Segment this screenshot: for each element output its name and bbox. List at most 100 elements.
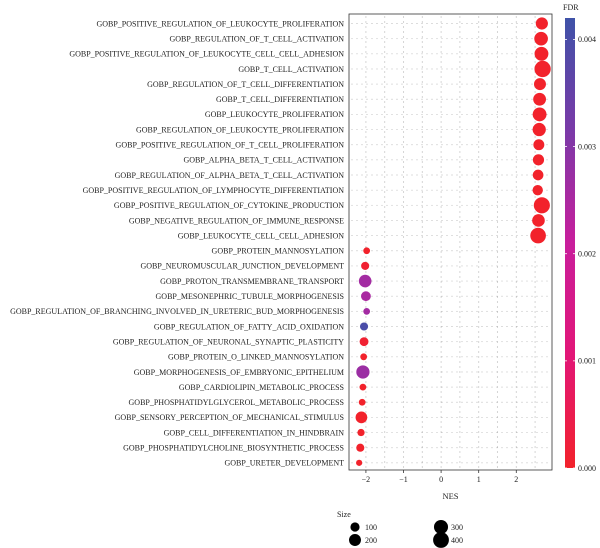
grid-dot — [516, 144, 518, 146]
grid-dot — [441, 371, 443, 373]
grid-dot — [451, 386, 453, 388]
grid-dot — [411, 416, 413, 418]
x-tick-label: 0 — [439, 475, 443, 484]
grid-dot — [440, 26, 442, 28]
grid-dot — [459, 306, 461, 308]
grid-dot — [481, 341, 483, 343]
grid-dot — [401, 144, 403, 146]
grid-dot — [365, 456, 367, 458]
grid-dot — [511, 447, 513, 449]
grid-dot — [376, 204, 378, 206]
grid-dot — [351, 326, 353, 327]
grid-dot — [351, 204, 353, 206]
grid-dot — [496, 141, 499, 143]
grid-dot — [506, 235, 508, 237]
grid-dot — [541, 401, 543, 403]
grid-dot — [534, 461, 536, 463]
grid-dot — [446, 462, 448, 464]
grid-dot — [406, 326, 408, 327]
grid-dot — [406, 38, 408, 40]
grid-dot — [534, 441, 536, 443]
grid-dot — [384, 71, 386, 73]
grid-dot — [396, 265, 398, 267]
grid-dot — [366, 129, 368, 130]
grid-dot — [516, 174, 518, 176]
grid-dot — [471, 220, 473, 221]
grid-dot — [381, 68, 383, 70]
category-label: GOBP_NEGATIVE_REGULATION_OF_IMMUNE_RESPO… — [129, 216, 344, 225]
grid-dot — [481, 53, 483, 55]
grid-dot — [406, 129, 408, 130]
grid-dot — [476, 371, 478, 373]
grid-dot — [421, 21, 423, 23]
grid-dot — [421, 91, 423, 93]
grid-dot — [536, 356, 538, 358]
grid-dot — [486, 371, 488, 373]
grid-dot — [521, 280, 523, 282]
grid-dot — [471, 38, 473, 40]
grid-dot — [421, 26, 423, 28]
grid-dot — [365, 51, 367, 53]
grid-dot — [534, 431, 536, 433]
grid-dot — [365, 206, 367, 208]
grid-dot — [446, 189, 448, 191]
grid-dot — [511, 220, 513, 221]
grid-dot — [496, 461, 499, 463]
grid-dot — [384, 431, 386, 433]
grid-dot — [431, 113, 433, 115]
grid-dot — [381, 129, 383, 130]
grid-dot — [534, 301, 536, 303]
grid-dot — [441, 462, 443, 464]
grid-dot — [515, 96, 517, 98]
grid-dot — [411, 462, 413, 464]
grid-dot — [440, 156, 442, 158]
grid-dot — [546, 265, 548, 267]
grid-dot — [440, 421, 442, 423]
grid-dot — [365, 101, 367, 103]
grid-dot — [459, 131, 461, 133]
grid-dot — [440, 46, 442, 48]
grid-dot — [481, 23, 483, 24]
grid-dot — [515, 291, 517, 293]
grid-dot — [521, 250, 523, 252]
grid-dot — [384, 301, 386, 303]
grid-dot — [459, 406, 461, 408]
grid-dot — [396, 53, 398, 55]
grid-dot — [478, 461, 480, 463]
grid-dot — [411, 144, 413, 146]
grid-dot — [376, 371, 378, 373]
grid-dot — [366, 83, 368, 85]
grid-dot — [506, 189, 508, 191]
grid-dot — [406, 144, 408, 146]
grid-dot — [440, 51, 442, 53]
grid-dot — [459, 201, 461, 203]
grid-dot — [534, 21, 536, 23]
grid-dot — [376, 144, 378, 146]
grid-dot — [384, 206, 386, 208]
grid-dot — [396, 386, 398, 388]
grid-dot — [391, 341, 393, 343]
grid-dot — [431, 144, 433, 146]
grid-dot — [396, 220, 398, 221]
grid-dot — [496, 326, 498, 327]
grid-dot — [402, 296, 405, 298]
grid-dot — [516, 401, 518, 403]
grid-dot — [365, 121, 367, 123]
grid-dot — [491, 204, 493, 206]
grid-dot — [476, 204, 478, 206]
grid-dot — [515, 211, 517, 213]
grid-dot — [376, 113, 378, 115]
grid-dot — [426, 38, 428, 40]
grid-dot — [384, 101, 386, 103]
grid-dot — [391, 113, 393, 115]
grid-dot — [440, 456, 442, 458]
grid-dot — [451, 113, 453, 115]
grid-dot — [478, 56, 480, 58]
grid-dot — [486, 204, 488, 206]
grid-dot — [365, 26, 367, 28]
grid-dot — [466, 432, 468, 433]
grid-dot — [402, 56, 405, 58]
grid-dot — [386, 53, 388, 55]
grid-dot — [384, 311, 386, 313]
grid-dot — [521, 447, 523, 449]
